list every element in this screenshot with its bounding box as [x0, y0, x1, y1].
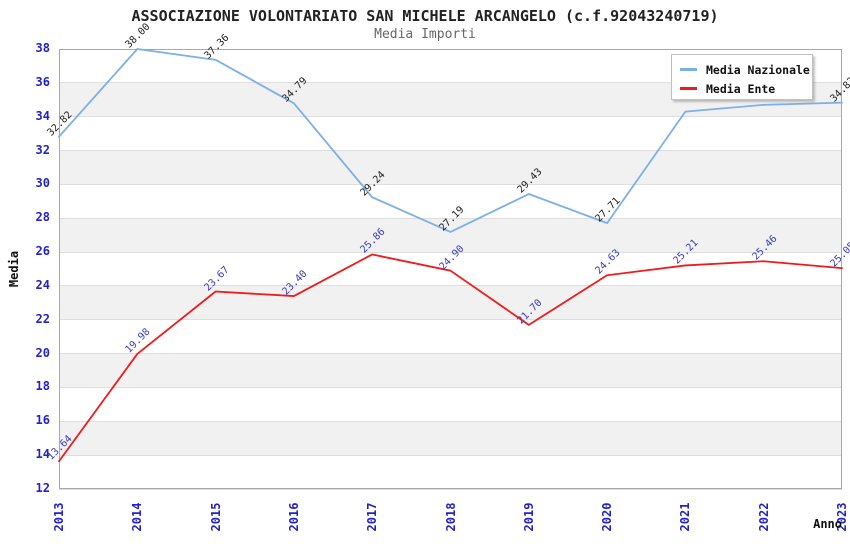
y-tick-label: 28: [35, 210, 50, 225]
x-tick-label: 2020: [600, 502, 615, 532]
y-tick-label: 12: [35, 481, 50, 495]
y-tick-label: 26: [35, 244, 50, 259]
plot-band: [59, 252, 842, 286]
legend-color-sample: [680, 68, 697, 71]
gridline: [59, 420, 842, 422]
gridline: [59, 454, 842, 456]
x-tick-label: 2018: [443, 502, 458, 532]
x-tick-label: 2013: [52, 502, 66, 532]
y-tick-label: 18: [35, 379, 50, 394]
y-tick-label: 22: [35, 311, 50, 326]
x-tick-label: 2019: [521, 502, 536, 532]
y-tick-label: 14: [35, 447, 50, 462]
x-tick-label: 2022: [756, 502, 771, 532]
x-tick-label: 2014: [130, 502, 145, 532]
plot-band: [59, 184, 842, 219]
y-tick-label: 30: [35, 176, 50, 191]
gridline: [59, 251, 842, 253]
x-tick-label: 2015: [208, 502, 223, 532]
y-tick-label: 38: [35, 41, 50, 55]
gridline: [59, 353, 842, 355]
gridline: [59, 150, 842, 152]
y-tick-label: 20: [35, 345, 50, 360]
x-tick-label: 2017: [365, 502, 380, 532]
series-line-media-ente: [58, 253, 843, 463]
gridline: [59, 386, 842, 388]
gridline: [59, 217, 842, 219]
gridline: [59, 319, 842, 321]
legend: Media Nazionale Media Ente: [671, 54, 813, 100]
plot-band: [59, 421, 842, 456]
series-line-media-nazionale: [58, 48, 843, 233]
x-axis-title: Anno: [813, 517, 842, 531]
y-tick-label: 36: [35, 74, 50, 89]
plot-band: [59, 319, 842, 354]
chart-title: ASSOCIAZIONE VOLONTARIATO SAN MICHELE AR…: [131, 7, 719, 25]
gridline: [59, 82, 842, 84]
plot-band: [59, 387, 842, 422]
plot-band: [59, 353, 842, 388]
legend-item-label: Media Ente: [706, 81, 776, 96]
plot-band: [59, 218, 842, 253]
gridline: [59, 488, 842, 490]
y-tick-label: 32: [35, 142, 50, 157]
legend-color-sample: [680, 87, 697, 90]
gridline: [59, 285, 842, 287]
plot-band: [59, 116, 842, 151]
plot-band: [59, 285, 842, 320]
x-tick-label: 2016: [286, 502, 301, 532]
legend-item-media-ente: Media Ente: [680, 79, 812, 98]
y-tick-label: 24: [35, 277, 50, 292]
y-axis-title: Media: [7, 250, 21, 288]
gridline: [59, 116, 842, 118]
legend-item-media-nazionale: Media Nazionale: [680, 60, 812, 79]
y-tick-label: 34: [35, 108, 50, 123]
plot-band: [59, 150, 842, 185]
chart-subtitle: Media Importi: [374, 27, 476, 42]
plot-band: [59, 455, 842, 489]
legend-item-label: Media Nazionale: [706, 62, 810, 77]
x-tick-label: 2021: [678, 502, 693, 532]
gridline: [59, 183, 842, 185]
y-tick-label: 16: [35, 413, 50, 428]
